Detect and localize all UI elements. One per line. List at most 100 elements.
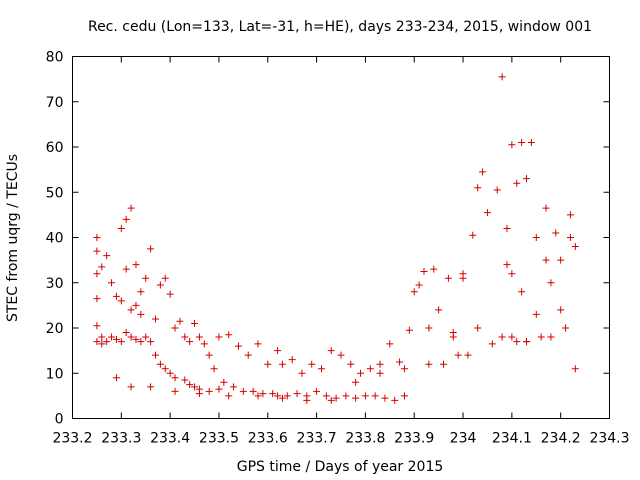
data-point xyxy=(93,322,101,330)
data-point xyxy=(122,329,130,337)
data-point xyxy=(454,351,462,359)
data-point xyxy=(566,234,574,241)
data-point xyxy=(400,365,408,373)
y-tick-label: 30 xyxy=(46,276,64,292)
data-point xyxy=(191,319,199,327)
data-point xyxy=(269,390,277,398)
data-point xyxy=(488,340,496,348)
data-point xyxy=(147,383,155,391)
data-point xyxy=(200,340,208,348)
data-point xyxy=(425,360,433,368)
y-tick-label: 0 xyxy=(55,412,64,428)
data-point xyxy=(357,369,365,377)
data-point xyxy=(332,394,340,402)
data-point xyxy=(371,392,379,400)
data-point xyxy=(142,274,150,282)
data-point xyxy=(244,351,252,359)
data-point xyxy=(108,333,116,341)
data-point xyxy=(327,347,335,355)
data-point xyxy=(352,378,360,386)
data-point xyxy=(557,256,565,264)
data-point xyxy=(342,392,350,400)
data-point xyxy=(230,383,238,391)
data-point xyxy=(239,387,247,395)
data-point xyxy=(469,231,477,239)
data-point xyxy=(493,186,501,194)
data-point xyxy=(127,383,135,391)
x-tick-label: 233.4 xyxy=(150,431,190,447)
data-point xyxy=(137,288,145,296)
y-axis-label: STEC from uqrg / TECUs xyxy=(5,154,21,322)
data-point xyxy=(249,387,257,395)
data-point xyxy=(513,338,521,346)
data-point xyxy=(474,324,482,332)
data-point xyxy=(274,347,282,355)
data-point xyxy=(98,263,106,271)
data-point xyxy=(444,274,452,282)
data-point xyxy=(449,333,457,341)
data-point xyxy=(108,279,116,287)
data-point xyxy=(503,261,511,269)
data-point xyxy=(93,295,101,303)
data-point xyxy=(151,351,159,359)
data-point xyxy=(571,243,579,251)
data-point xyxy=(459,274,467,282)
data-point xyxy=(562,324,570,332)
data-point xyxy=(166,369,174,377)
data-point xyxy=(127,333,135,341)
data-point xyxy=(112,335,120,343)
data-point xyxy=(215,333,223,341)
data-point xyxy=(483,209,491,217)
data-point xyxy=(498,333,506,341)
data-point xyxy=(215,385,223,393)
data-point xyxy=(117,224,125,232)
data-point xyxy=(298,369,306,377)
data-point xyxy=(327,396,335,404)
data-point xyxy=(410,288,418,296)
data-point xyxy=(278,394,286,402)
data-point xyxy=(435,306,443,314)
data-point xyxy=(303,396,311,404)
data-point xyxy=(132,261,140,269)
y-tick-label: 70 xyxy=(46,95,64,111)
y-tick-label: 80 xyxy=(46,50,64,66)
data-point xyxy=(205,387,213,395)
data-point xyxy=(391,396,399,404)
data-point xyxy=(293,390,301,398)
data-point xyxy=(151,315,159,323)
data-point xyxy=(571,365,579,373)
plot-frame xyxy=(72,56,610,419)
data-point xyxy=(122,215,130,223)
data-point xyxy=(566,211,574,219)
data-point xyxy=(112,374,120,382)
data-point xyxy=(381,394,389,402)
data-point xyxy=(352,394,360,402)
data-point xyxy=(93,234,101,241)
data-point xyxy=(117,297,125,305)
data-point xyxy=(225,331,233,339)
data-point xyxy=(220,378,228,386)
data-point xyxy=(161,365,169,373)
data-point xyxy=(191,383,199,391)
data-point xyxy=(142,333,150,341)
data-point xyxy=(420,267,428,275)
y-tick-label: 20 xyxy=(46,321,64,337)
data-point xyxy=(274,392,282,400)
data-point xyxy=(93,247,101,255)
data-point xyxy=(117,338,125,346)
data-point xyxy=(523,338,531,346)
data-point xyxy=(347,360,355,368)
x-tick-label: 234 xyxy=(450,431,477,447)
data-point xyxy=(278,360,286,368)
y-tick-label: 50 xyxy=(46,185,64,201)
data-point xyxy=(400,392,408,400)
data-point xyxy=(366,365,374,373)
data-point xyxy=(181,376,189,384)
y-tick-label: 60 xyxy=(46,140,64,156)
data-point xyxy=(103,252,111,260)
data-point xyxy=(225,392,233,400)
data-point xyxy=(361,392,369,400)
data-point xyxy=(464,351,472,359)
data-point xyxy=(210,365,218,373)
x-tick-label: 234.3 xyxy=(589,431,629,447)
